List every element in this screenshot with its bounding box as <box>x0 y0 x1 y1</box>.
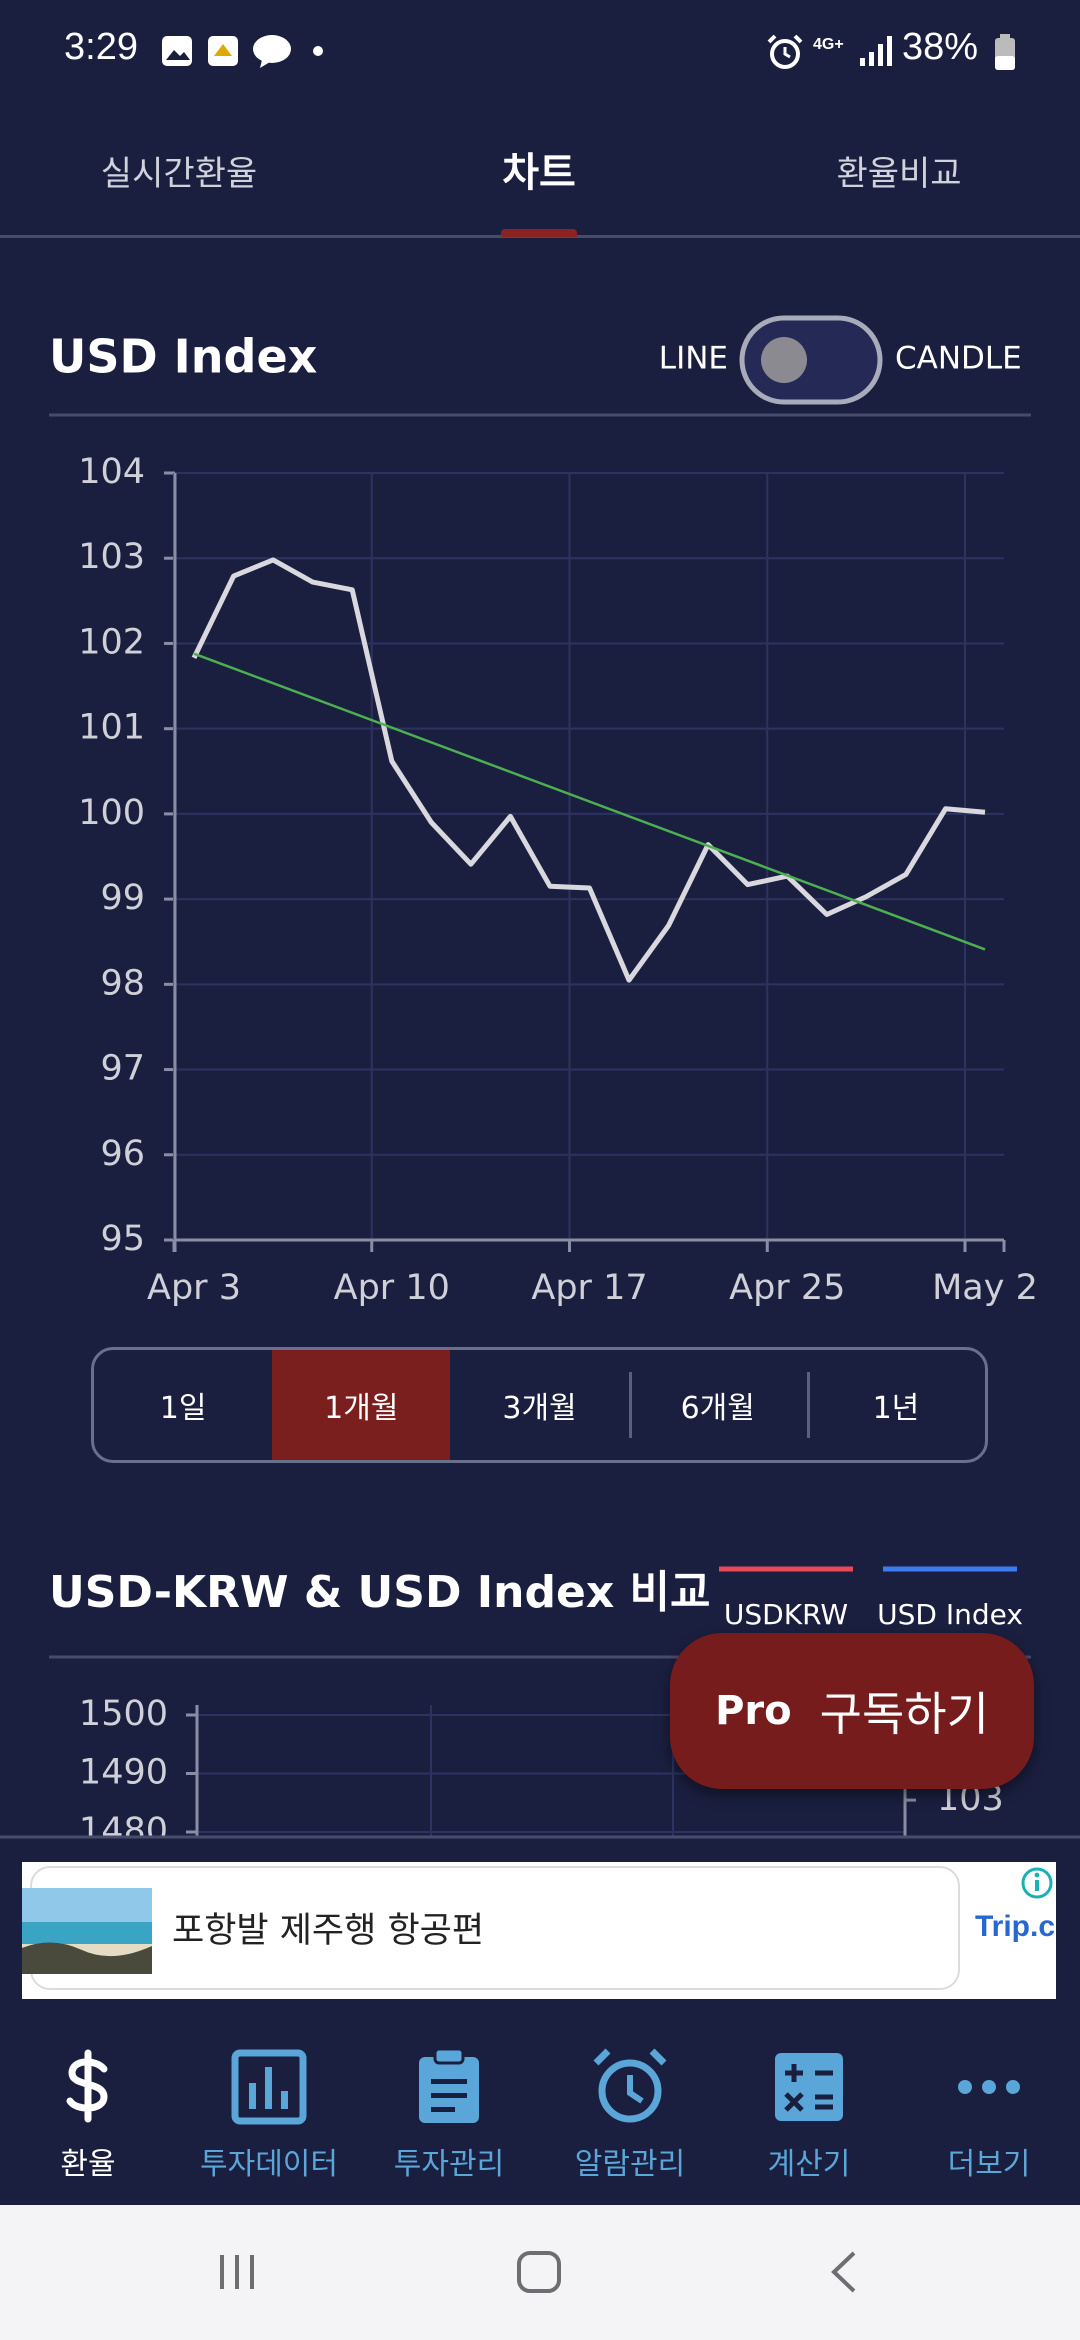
x-tick-label: Apr 17 <box>531 1268 647 1308</box>
y-tick-label: 99 <box>100 878 145 918</box>
range-separator <box>628 1372 632 1438</box>
ad-banner[interactable]: 포항발 제주행 항공편 Trip.com <box>22 1862 1056 1999</box>
legend-label: USD Index <box>877 1598 1023 1631</box>
ad-info-icon[interactable] <box>1020 1866 1054 1900</box>
pro-subscribe-button[interactable]: Pro 구독하기 <box>670 1633 1034 1789</box>
chart-title: USD-KRW & USD Index 비교 <box>49 1567 711 1618</box>
nav-icon <box>231 2049 307 2125</box>
system-nav-icons <box>220 2251 856 2293</box>
range-button[interactable]: 1년 <box>806 1350 985 1460</box>
nav-label: 투자데이터 <box>200 2147 338 2182</box>
range-button[interactable]: 1일 <box>159 1391 207 1426</box>
signal-icon <box>860 36 892 66</box>
tab-indicator <box>501 229 577 237</box>
notification-icons <box>162 35 323 68</box>
recents-button[interactable] <box>220 2255 254 2289</box>
nav-label: 투자관리 <box>393 2147 505 2182</box>
x-tick-label: Apr 10 <box>334 1268 450 1308</box>
range-selector: 1일 1개월 3개월 6개월 1년 <box>91 1347 988 1463</box>
y-tick-label: 98 <box>100 963 145 1003</box>
y-tick-label: 95 <box>100 1219 145 1259</box>
ad-brand: Trip.com <box>975 1910 1056 1943</box>
y-tick-label: 103 <box>78 537 145 577</box>
ad-text: 포항발 제주행 항공편 <box>172 1911 485 1951</box>
data-line <box>191 557 986 983</box>
legend-label: USDKRW <box>724 1598 848 1631</box>
y-tick-label: 1480 <box>79 1811 168 1840</box>
nav-item[interactable]: 투자관리 <box>359 1999 539 2205</box>
nav-label: 더보기 <box>947 2147 1031 2182</box>
y-tick-label: 100 <box>78 793 145 833</box>
nav-item[interactable]: 알람관리 <box>540 1999 720 2205</box>
nav-icon <box>593 2048 667 2123</box>
nav-label: 계산기 <box>767 2147 851 2182</box>
alarm-icon <box>767 34 803 69</box>
tab[interactable]: 환율비교 <box>836 154 962 194</box>
range-separator <box>806 1372 810 1438</box>
plot: 95 96 97 98 99 100 101 102 103 104 Apr 3 Apr 10 Apr … <box>78 452 1038 1308</box>
charts: USD Index LINE CANDLE 95 96 97 98 99 100 101 10… <box>0 315 1080 1840</box>
y-tick-label: 96 <box>100 1134 145 1174</box>
nav-item[interactable]: 환율 <box>0 1999 178 2205</box>
tab[interactable]: 차트 <box>502 150 576 196</box>
chart-title: USD Index <box>49 330 317 384</box>
back-button[interactable] <box>831 2251 856 2293</box>
nav-icon <box>958 2080 1020 2094</box>
x-tick-label: Apr 25 <box>729 1268 845 1308</box>
y-tick-label: 97 <box>100 1049 145 1089</box>
y-tick-label: 104 <box>78 452 145 492</box>
ad-card <box>30 1866 960 1990</box>
toggle-knob <box>761 337 807 383</box>
range-button[interactable]: 1개월 <box>272 1350 451 1460</box>
x-tick-label: May 2 <box>932 1268 1038 1308</box>
nav-item[interactable]: 계산기 <box>719 1999 899 2205</box>
home-button[interactable] <box>517 2251 561 2293</box>
nav-icon <box>775 2053 843 2121</box>
clock: 3:29 <box>64 26 138 68</box>
y-tick-label: 102 <box>78 622 145 662</box>
nav-item[interactable]: 투자데이터 <box>179 1999 359 2205</box>
ad-image <box>22 1888 152 1974</box>
nav-label: 알람관리 <box>574 2147 686 2182</box>
battery-level: 38% <box>902 26 979 68</box>
system-nav-bar <box>0 2205 1080 2340</box>
nav-item[interactable]: 더보기 <box>899 1999 1079 2205</box>
pro-label: 구독하기 <box>819 1687 989 1741</box>
range-button[interactable]: 6개월 <box>628 1350 807 1460</box>
nav-icon <box>66 2049 108 2123</box>
nav-label: 환율 <box>60 2147 116 2182</box>
x-tick-label: Apr 3 <box>147 1268 241 1308</box>
toggle-label: LINE <box>659 341 728 377</box>
y-tick-label: 1500 <box>79 1694 168 1734</box>
tab[interactable]: 실시간환율 <box>100 154 258 194</box>
toggle-label: CANDLE <box>895 341 1022 377</box>
bottom-nav: 환율 투자데이터 투자관리 알람관리 계산기 더보기 <box>0 1999 1080 2205</box>
pro-badge: Pro <box>715 1688 792 1734</box>
legend: USDKRW USD Index <box>719 1566 1023 1631</box>
status-bar: 3:29 4G+ 38% <box>0 0 1080 100</box>
range-button[interactable]: 3개월 <box>502 1391 577 1426</box>
y-tick-label: 101 <box>78 708 145 748</box>
battery-icon <box>995 34 1015 70</box>
nav-icon <box>419 2047 479 2123</box>
network-type: 4G+ <box>813 36 844 53</box>
y-tick-label: 1490 <box>79 1753 168 1793</box>
trend-line <box>193 652 986 951</box>
